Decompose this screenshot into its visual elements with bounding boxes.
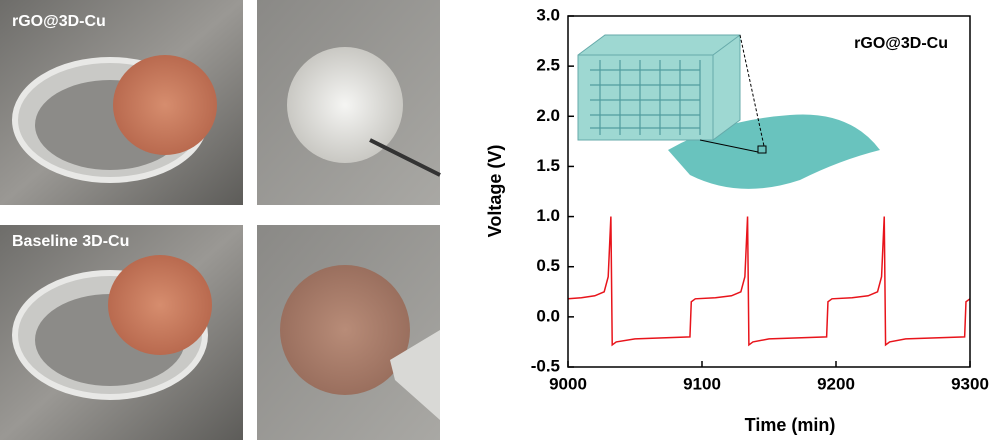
y-tick-label: 0.0: [536, 306, 560, 325]
plot: -0.5 0.0 0.5 1.0 1.5 2.0 2.5 3.0 9000 9100 9200 930…: [531, 5, 989, 393]
photo-top-right: [257, 0, 441, 205]
photo-top-left: [0, 0, 243, 205]
y-tick-label: 1.5: [536, 156, 560, 175]
x-tick-label: 9000: [549, 374, 587, 393]
y-tick-label: 3.0: [536, 5, 560, 24]
inset-illustration: [577, 34, 880, 189]
x-tick-label: 9200: [817, 374, 855, 393]
y-tick-label: -0.5: [531, 356, 560, 375]
x-tick-label: 9300: [951, 374, 989, 393]
y-tick-label: 2.5: [536, 56, 560, 75]
line: [567, 216, 971, 347]
photo-bottom-left: [0, 225, 243, 440]
y-axis-label: Voltage (V): [485, 145, 505, 238]
y-tick-label: 0.5: [536, 256, 560, 275]
y-tick-label: 1.0: [536, 206, 560, 225]
photo-label: Baseline 3D-Cu: [12, 233, 129, 250]
x-tick-label: 9100: [683, 374, 721, 393]
x-axis-label: Time (min): [745, 415, 836, 435]
photo-bottom-right: [257, 225, 440, 440]
chart-annotation: rGO@3D-Cu: [854, 35, 948, 52]
plot-frame: [567, 15, 971, 368]
y-tick-label: 2.0: [536, 106, 560, 125]
photo-label: rGO@3D-Cu: [12, 13, 106, 30]
